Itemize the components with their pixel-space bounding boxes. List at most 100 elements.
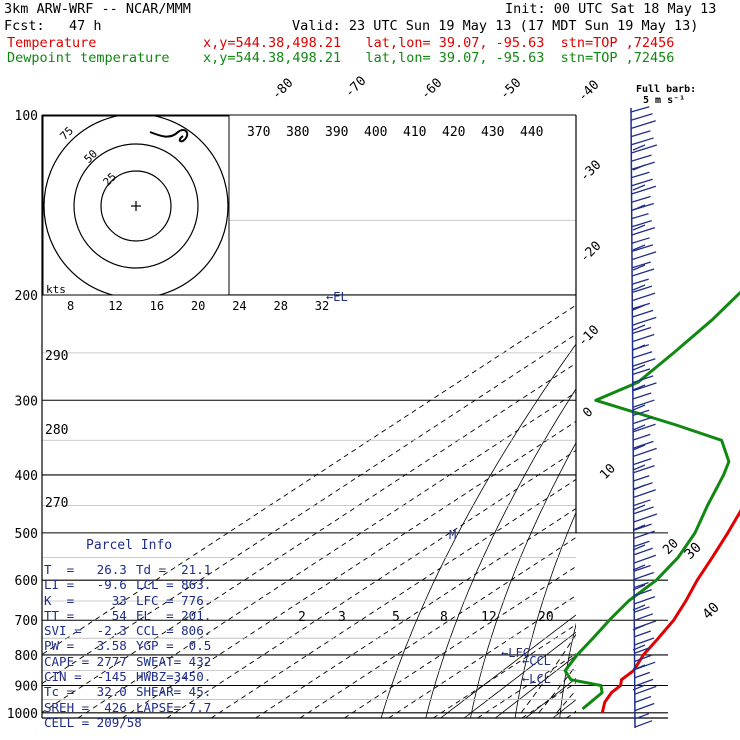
mixing-ratio-label: 2 (298, 610, 306, 625)
wind-barb (634, 647, 649, 654)
wind-barb (631, 213, 649, 220)
wind-barb (631, 220, 652, 228)
parcel-info-left-value: TT = 54 (44, 607, 127, 623)
parcel-info-row: CIN = -145 HWBZ=3450. (44, 669, 234, 684)
parcel-info-row: TT = 54 EL = 201. (44, 608, 234, 623)
wind-barb (634, 613, 654, 622)
parcel-info-left-value: LI = -9.6 (44, 577, 127, 593)
isotherm-tick-label: 0 (580, 405, 596, 421)
moist-adiabat-line (610, 295, 740, 713)
wind-barb (632, 368, 651, 376)
wind-barb-flag (632, 144, 646, 151)
wind-barb (630, 113, 653, 121)
isotherm-tick-label: 40 (700, 600, 723, 623)
dry-adiabat-line (380, 343, 576, 718)
hodograph-trace (149, 128, 189, 143)
parcel-info-left-value: Tc = 32.0 (44, 684, 127, 700)
trace-layer (563, 290, 740, 714)
wind-barb (632, 433, 651, 441)
wind-barb (633, 564, 651, 572)
wind-barb-flag (632, 284, 646, 291)
theta-label: 380 (286, 125, 309, 140)
parcel-info-row: CAPE = 2777 SWEAT= 432 (44, 654, 234, 669)
isotherm-line (299, 536, 576, 718)
grid-clip (42, 115, 740, 718)
dry-adiabat-line (604, 115, 740, 718)
wind-barb (632, 392, 652, 400)
pressure-tick-label: 400 (15, 469, 38, 484)
forecast-hour: Fcst: 47 h (4, 18, 102, 34)
wind-barb (632, 382, 657, 392)
wind-barb-flag (632, 584, 646, 591)
pressure-tick-label: 900 (15, 680, 38, 695)
parcel-info-right-value: YGP = 0.5 (136, 638, 212, 654)
parcel-info-row: Tc = 32.0 SHEAR= 45. (44, 684, 234, 699)
wind-barb (633, 457, 652, 466)
pressure-tick-label: 500 (15, 527, 38, 542)
wind-barb (633, 582, 649, 589)
init-time: Init: 00 UTC Sat 18 May 13 (505, 1, 717, 17)
dry-adiabat-line (693, 115, 740, 718)
wind-barb-flag (632, 164, 646, 171)
pressure-tick-label: 800 (15, 649, 38, 664)
hodograph-speed-tick: 16 (150, 299, 164, 313)
isotherm-tick-label: -20 (577, 239, 604, 266)
wind-barb-flag (632, 404, 646, 411)
wind-barb-flag (632, 684, 646, 691)
wind-barb (634, 654, 653, 663)
parcel-info-row: T = 26.3 Td = 21.1 (44, 562, 234, 577)
wind-barb-flag (632, 204, 646, 211)
wind-barb (631, 261, 651, 269)
isotherm-line (477, 653, 576, 718)
isotherm-line (611, 115, 740, 718)
mixing-ratio-label: 20 (538, 610, 554, 625)
wind-barb (631, 185, 657, 195)
isotherm-tick-label: 30 (682, 540, 705, 563)
wind-barb (634, 702, 655, 712)
isotherm-line (42, 304, 576, 655)
wind-barb (633, 499, 651, 507)
dry-adiabat-line (649, 115, 740, 718)
wind-barb-flag (632, 184, 646, 191)
temperature-trace (600, 509, 740, 714)
mixing-ratio-label: 8 (440, 610, 448, 625)
wind-barb (634, 596, 656, 605)
wind-barb-flag (632, 324, 646, 331)
parcel-info-left-value: T = 26.3 (44, 562, 127, 577)
parcel-info-right-value: Td = 21.1 (136, 562, 212, 577)
theta-label: 400 (364, 125, 387, 140)
wind-barb (631, 251, 657, 261)
parcel-info-left-value: CAPE = 2777 (44, 653, 127, 669)
mixing-ratio-label: 12 (481, 610, 497, 625)
cell-motion-marker: M (449, 528, 456, 542)
isotherm-line (42, 333, 576, 685)
parcel-info-left-value: SREH = 426 (44, 699, 127, 715)
wind-barb (630, 106, 650, 113)
wind-barb (632, 416, 653, 425)
hodograph-speed-tick: 12 (108, 299, 122, 313)
dry-adiabat-line (425, 388, 576, 718)
wind-barb (633, 540, 650, 548)
wind-barb (631, 171, 650, 179)
wind-barb (633, 447, 657, 458)
isotherm-line (77, 391, 576, 718)
wind-barb (630, 120, 656, 130)
pressure-tick-label: 1000 (7, 707, 38, 722)
parcel-info-row: SVI = -2.3 CCL = 806. (44, 623, 234, 638)
model-title: 3km ARW-WRF -- NCAR/MMM (4, 1, 191, 17)
dry-adiabat-side-label: 270 (45, 496, 68, 511)
legend-temperature-info: x,y=544.38,498.21 lat,lon= 39.07, -95.63… (203, 35, 675, 51)
wind-barb (631, 130, 651, 138)
wind-barb (632, 333, 655, 343)
wind-barb (634, 637, 655, 646)
wind-barb-flag (632, 344, 646, 351)
wind-barb-flag (632, 664, 646, 671)
wind-barb (633, 571, 655, 581)
pressure-tick-label: 200 (15, 289, 38, 304)
dry-adiabat-line (514, 511, 576, 718)
isotherm-tick-label: -50 (497, 76, 524, 103)
wind-barb-flag (632, 524, 646, 531)
parcel-info-right-value: HWBZ=3450. (136, 669, 212, 685)
wind-barb (632, 351, 653, 359)
